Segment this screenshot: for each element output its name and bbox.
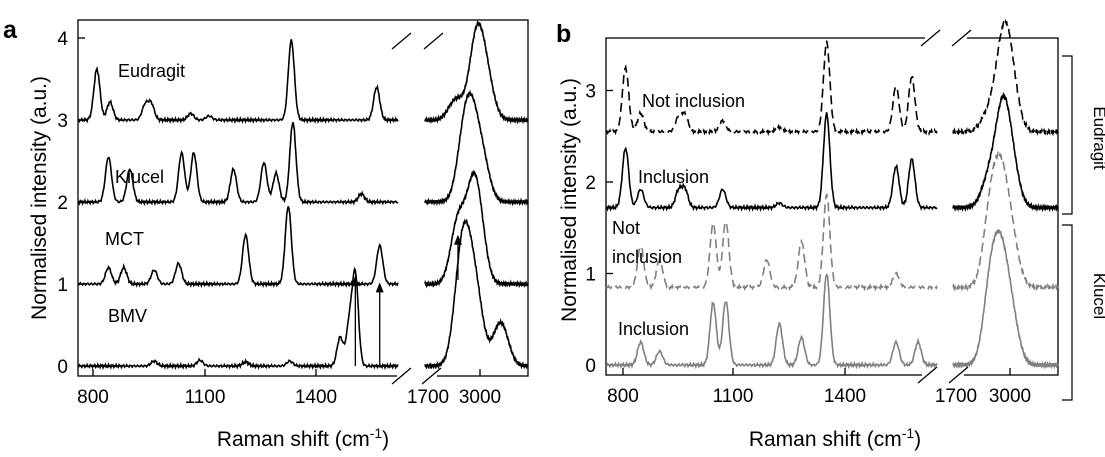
series-line-mct-seg0 (77, 206, 399, 289)
series-group-b (605, 18, 1059, 370)
group-bracket-klucel: Klucel (1062, 224, 1105, 401)
x-tick-label: 800 (77, 387, 109, 408)
y-tick-label: 3 (57, 111, 68, 132)
series-label-mct: MCT (105, 229, 144, 249)
series-label-eudragit-inclusion: Inclusion (638, 167, 709, 187)
y-tick-label: 4 (57, 29, 68, 50)
x-tick-label: 800 (607, 386, 639, 407)
y-tick-label: 0 (57, 357, 68, 378)
series-label-klucel: Klucel (115, 167, 164, 187)
x-tick-label: 1100 (713, 386, 754, 407)
x-tick-label: 3000 (459, 387, 501, 408)
arrow-head (351, 275, 360, 286)
axis-break-top-b (920, 29, 972, 47)
axis-break-bottom-a (391, 367, 442, 385)
series-label-group-a: Eudragit Klucel MCT BMV (105, 61, 185, 326)
y-axis-label-b: Normalised intensity (a.u.) (558, 78, 581, 322)
arrow-head (375, 282, 384, 293)
group-bracket-eudragit: Eudragit (1062, 55, 1105, 215)
tick-group-a: 0 1 2 3 4 800 1100 1400 1700 3000 (57, 29, 501, 408)
series-label-klucel-not-line1: Not (612, 218, 640, 238)
series-line-klucel-inclusion-seg0 (605, 273, 938, 370)
series-line-eudragit-inclusion-seg1 (952, 91, 1059, 213)
group-label-eudragit: Eudragit (1090, 106, 1105, 170)
series-label-klucel-inclusion: Inclusion (618, 319, 689, 339)
x-axis-label-a: Raman shift (cm-1) (217, 425, 389, 451)
series-line-eudragit-seg1 (424, 19, 529, 125)
series-label-bmv: BMV (108, 306, 147, 326)
series-label-eudragit: Eudragit (118, 61, 185, 81)
y-axis-label-a: Normalised intensity (a.u.) (28, 76, 51, 320)
x-tick-label: 1100 (185, 387, 226, 408)
series-label-eudragit-not-inclusion: Not inclusion (642, 91, 745, 111)
panel-label-a: a (3, 16, 18, 44)
series-line-klucel-not-inclusion-seg0 (605, 193, 938, 292)
panel-a: a Normalised intensity (a.u.) Raman shif… (3, 16, 529, 451)
axis-break-bottom-b (917, 366, 969, 384)
series-line-eudragit-inclusion-seg0 (605, 112, 938, 212)
series-line-eudragit-seg0 (77, 39, 399, 125)
y-tick-label: 2 (585, 173, 596, 194)
tick-group-b: 0 1 2 3 800 1100 1400 1700 3000 (585, 82, 1031, 408)
panel-label-b: b (556, 20, 571, 48)
series-line-eudragit-not-inclusion-seg1 (952, 18, 1059, 137)
series-line-mct-seg1 (424, 169, 529, 289)
plot-frame-b (605, 37, 1059, 376)
series-line-klucel-seg1 (424, 89, 529, 207)
x-tick-label: 3000 (989, 386, 1031, 407)
x-tick-label: 1700 (935, 386, 977, 407)
y-tick-label: 3 (585, 82, 596, 103)
series-label-klucel-not-line2: inclusion (612, 247, 682, 267)
y-tick-label: 0 (585, 356, 596, 377)
x-axis-label-b: Raman shift (cm-1) (749, 425, 921, 451)
x-tick-label: 1700 (407, 387, 449, 408)
series-line-klucel-inclusion-seg1 (952, 229, 1059, 370)
series-line-klucel-not-inclusion-seg1 (952, 150, 1059, 293)
y-tick-label: 1 (57, 275, 68, 296)
x-tick-label: 1400 (295, 387, 337, 408)
series-group-a (77, 19, 529, 371)
series-label-group-b: Not inclusion Inclusion Not inclusion In… (612, 91, 745, 339)
plot-frame-a (77, 19, 529, 377)
axis-break-top-a (391, 32, 444, 50)
series-line-eudragit-not-inclusion-seg0 (605, 40, 938, 137)
group-label-klucel: Klucel (1090, 273, 1105, 319)
y-tick-label: 1 (585, 265, 596, 286)
series-line-bmv-seg1 (424, 218, 529, 371)
arrow-head (453, 234, 462, 245)
series-line-klucel-seg0 (77, 122, 399, 207)
series-line-bmv-seg0 (77, 266, 399, 371)
y-tick-label: 2 (57, 193, 68, 214)
panel-b: b Normalised intensity (a.u.) Raman shif… (556, 18, 1105, 451)
x-tick-label: 1400 (824, 386, 866, 407)
